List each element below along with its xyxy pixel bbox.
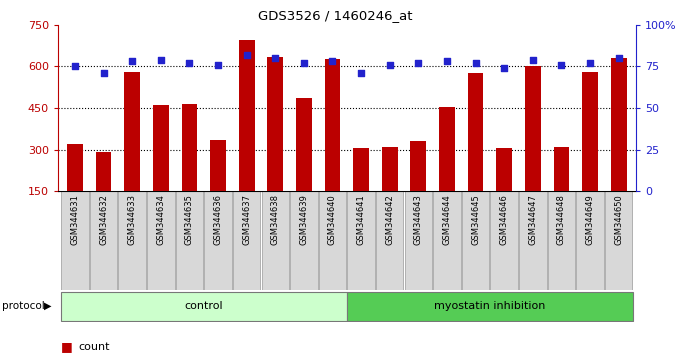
- Text: GSM344642: GSM344642: [386, 194, 394, 245]
- Bar: [496, 148, 512, 191]
- Bar: [267, 57, 283, 191]
- FancyBboxPatch shape: [519, 191, 547, 290]
- Bar: [611, 58, 626, 191]
- Point: [470, 60, 481, 66]
- FancyBboxPatch shape: [347, 191, 375, 290]
- Bar: [468, 73, 483, 191]
- Bar: [439, 107, 455, 191]
- FancyBboxPatch shape: [262, 191, 289, 290]
- Point: [498, 65, 509, 71]
- Point: [213, 62, 224, 68]
- Text: myostatin inhibition: myostatin inhibition: [435, 301, 545, 311]
- Point: [441, 58, 452, 64]
- Text: GSM344631: GSM344631: [71, 194, 80, 245]
- Text: GSM344648: GSM344648: [557, 194, 566, 245]
- Text: protocol: protocol: [2, 301, 45, 311]
- Text: control: control: [184, 301, 223, 311]
- Text: GSM344643: GSM344643: [414, 194, 423, 245]
- Text: GSM344633: GSM344633: [128, 194, 137, 245]
- Bar: [554, 147, 569, 191]
- Text: GSM344641: GSM344641: [356, 194, 366, 245]
- Text: count: count: [78, 342, 109, 352]
- Bar: [210, 140, 226, 191]
- Text: GSM344638: GSM344638: [271, 194, 279, 245]
- Text: GSM344635: GSM344635: [185, 194, 194, 245]
- FancyBboxPatch shape: [433, 191, 460, 290]
- Bar: [124, 72, 140, 191]
- Point: [184, 60, 195, 66]
- Point: [299, 60, 309, 66]
- Bar: [153, 105, 169, 191]
- Point: [241, 52, 252, 58]
- FancyBboxPatch shape: [347, 292, 633, 321]
- Bar: [96, 152, 112, 191]
- Text: GSM344650: GSM344650: [614, 194, 623, 245]
- Text: ■: ■: [61, 341, 73, 353]
- Point: [155, 57, 166, 63]
- Bar: [324, 59, 341, 191]
- Text: GSM344640: GSM344640: [328, 194, 337, 245]
- Bar: [239, 40, 254, 191]
- Text: GSM344637: GSM344637: [242, 194, 251, 245]
- FancyBboxPatch shape: [576, 191, 604, 290]
- FancyBboxPatch shape: [405, 191, 432, 290]
- FancyBboxPatch shape: [547, 191, 575, 290]
- Point: [585, 60, 596, 66]
- FancyBboxPatch shape: [376, 191, 403, 290]
- Text: GSM344639: GSM344639: [299, 194, 308, 245]
- FancyBboxPatch shape: [490, 191, 518, 290]
- Bar: [67, 144, 83, 191]
- FancyBboxPatch shape: [233, 191, 260, 290]
- Text: GSM344649: GSM344649: [585, 194, 594, 245]
- Point: [556, 62, 567, 68]
- Point: [613, 55, 624, 61]
- Text: GDS3526 / 1460246_at: GDS3526 / 1460246_at: [258, 9, 413, 22]
- Bar: [353, 148, 369, 191]
- Text: ▶: ▶: [44, 301, 51, 311]
- Point: [270, 55, 281, 61]
- Bar: [182, 104, 197, 191]
- Point: [384, 62, 395, 68]
- Text: GSM344645: GSM344645: [471, 194, 480, 245]
- Bar: [411, 141, 426, 191]
- Point: [69, 63, 80, 69]
- Bar: [296, 98, 311, 191]
- FancyBboxPatch shape: [204, 191, 232, 290]
- FancyBboxPatch shape: [175, 191, 203, 290]
- Bar: [525, 66, 541, 191]
- Bar: [382, 147, 398, 191]
- Text: GSM344646: GSM344646: [500, 194, 509, 245]
- Text: GSM344636: GSM344636: [214, 194, 222, 245]
- FancyBboxPatch shape: [61, 191, 88, 290]
- FancyBboxPatch shape: [147, 191, 175, 290]
- Point: [356, 70, 367, 76]
- Point: [98, 70, 109, 76]
- Text: GSM344632: GSM344632: [99, 194, 108, 245]
- FancyBboxPatch shape: [462, 191, 490, 290]
- FancyBboxPatch shape: [90, 191, 118, 290]
- FancyBboxPatch shape: [319, 191, 346, 290]
- FancyBboxPatch shape: [290, 191, 318, 290]
- FancyBboxPatch shape: [61, 292, 347, 321]
- Point: [126, 58, 137, 64]
- FancyBboxPatch shape: [605, 191, 632, 290]
- Text: GSM344634: GSM344634: [156, 194, 165, 245]
- Text: GSM344647: GSM344647: [528, 194, 537, 245]
- Point: [413, 60, 424, 66]
- Bar: [582, 72, 598, 191]
- Text: GSM344644: GSM344644: [443, 194, 452, 245]
- Point: [528, 57, 539, 63]
- FancyBboxPatch shape: [118, 191, 146, 290]
- Point: [327, 58, 338, 64]
